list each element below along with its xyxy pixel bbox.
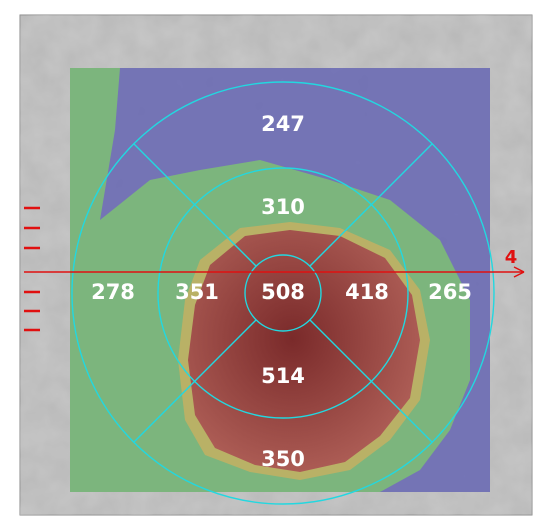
thickness-value: 265 [428,280,472,304]
thickness-value: 278 [91,280,135,304]
thickness-value: 247 [261,112,305,136]
thickness-value: 418 [345,280,389,304]
thickness-value: 508 [261,280,305,304]
thickness-value: 350 [261,447,305,471]
page: 4 247 310 278 351 508 418 265 514 350 ((… [0,0,538,521]
oct-thickness-map: 4 247 310 278 351 508 418 265 514 350 [0,0,538,521]
thickness-value: 310 [261,195,305,219]
scan-line-label: 4 [505,247,518,268]
thickness-value: 351 [175,280,219,304]
thickness-value: 514 [261,364,305,388]
